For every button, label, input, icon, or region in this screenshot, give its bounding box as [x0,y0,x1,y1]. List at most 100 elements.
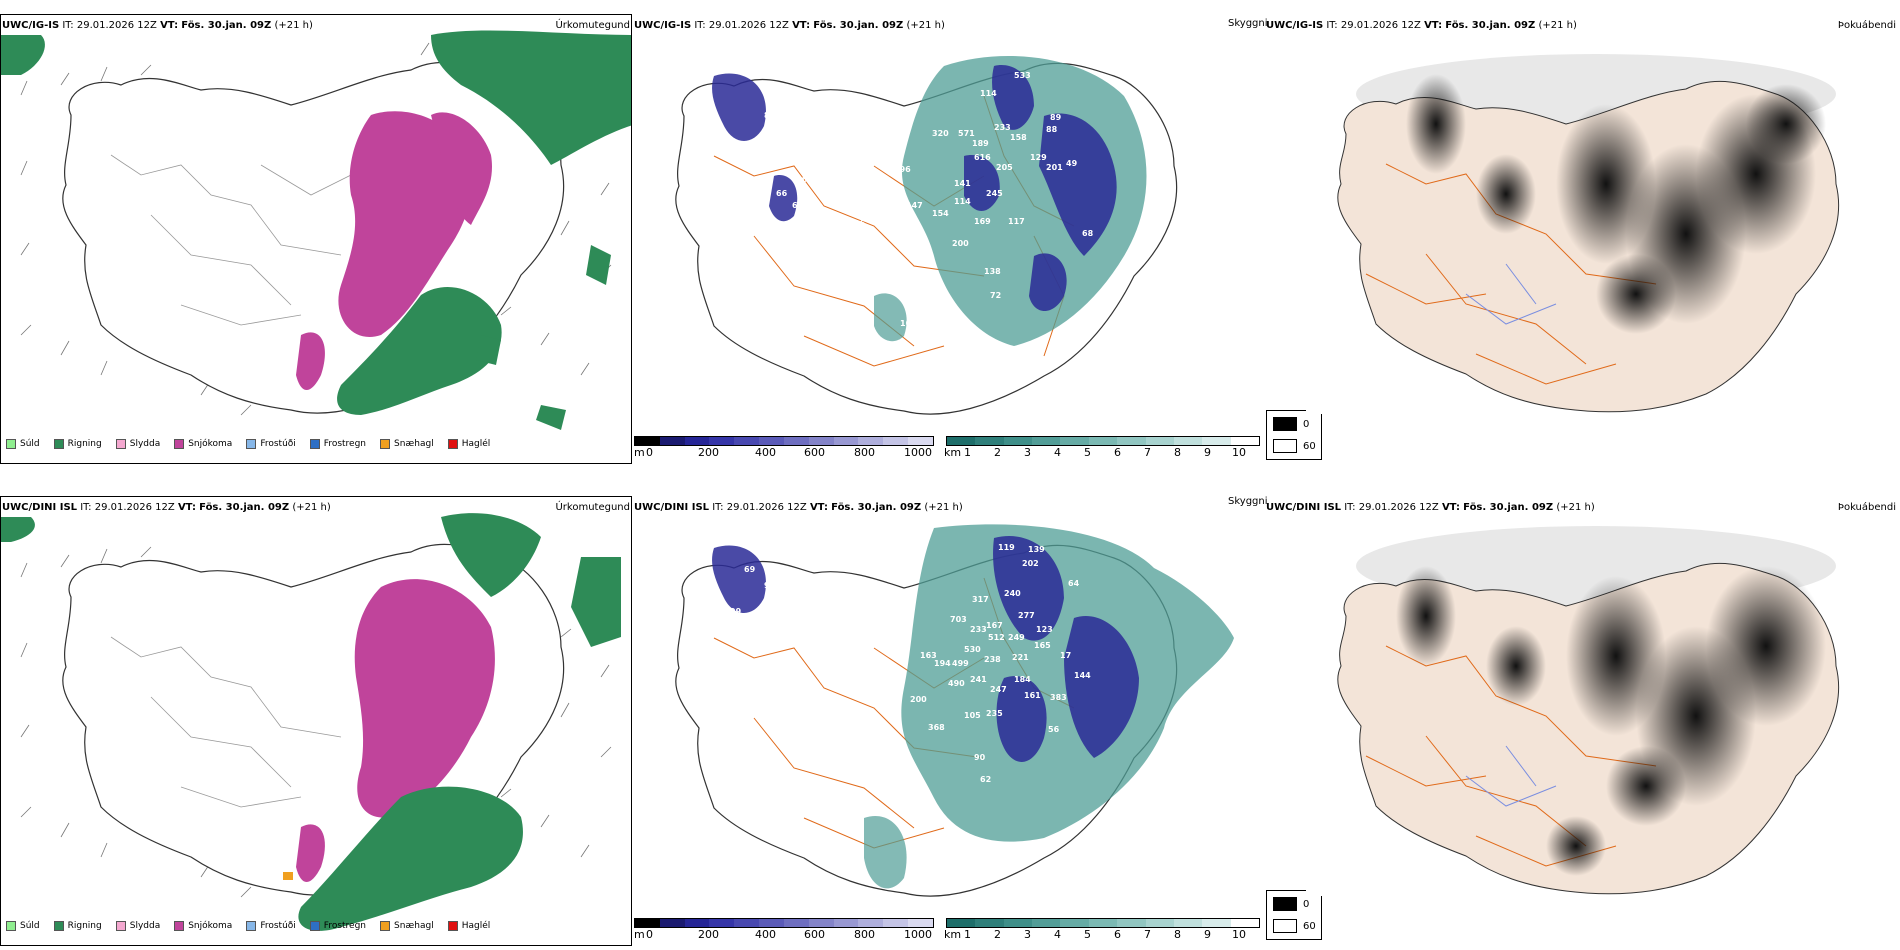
visibility-colorbar-top [946,436,1260,446]
fog-map-svg-bottom [1306,516,1886,896]
cloud-base-tick: 600 [804,446,825,459]
legend-item: Slydda [115,921,160,931]
visibility-tick: 1 [964,928,971,941]
cloud-value: 200 [952,239,969,248]
visibility-tick: 3 [1024,928,1031,941]
visibility-tick: 2 [994,928,1001,941]
cloud-base-tick: 400 [755,928,776,941]
cloud-base-tick: 200 [698,928,719,941]
fog-heading-bottom: Þokuábendi [1837,502,1896,513]
visibility-tick: 6 [1114,928,1121,941]
precip-type-heading-top: Úrkomutegund [555,20,630,31]
legend-item: Frostúði [246,921,296,931]
precip-map-svg-top [1,30,631,430]
cloud-base-tick: 0 [646,928,653,941]
legend-item: Snjókoma [174,439,232,449]
fog-map-bottom [1306,516,1886,896]
cloud-base-tick: 1000 [904,928,932,941]
cloud-value: 89 [1050,113,1062,122]
cloud-value: 69 [744,565,756,574]
precip-map-bottom [0,496,632,946]
cloud-value: 147 [906,201,923,210]
cloud-title-top: UWC/IG-IS IT: 29.01.2026 12Z VT: Fös. 30… [634,20,945,31]
visibility-tick: 3 [1024,446,1031,459]
cloud-base-unit-top: m [634,446,645,459]
precip-map-top [0,14,632,464]
cloud-value: 90 [974,753,986,762]
cloud-base-tick: 400 [755,446,776,459]
cloud-value: 62 [792,201,803,210]
cloud-value: 270 [938,845,955,854]
cloud-value: 144 [1074,671,1091,680]
cloud-value: 290 [934,873,951,882]
legend-item: Rigning [53,439,102,449]
cloud-value: 123 [1036,625,1053,634]
legend-item: Haglél [447,439,490,449]
cloud-value: 368 [928,723,945,732]
cloud-value: 88 [764,111,776,120]
fog-title-top: UWC/IG-IS IT: 29.01.2026 12Z VT: Fös. 30… [1266,20,1577,31]
visibility-tick: 7 [1144,928,1151,941]
cloud-value: 512 [988,633,1005,642]
cloud-map-svg-top: 533 114 89 88 320 571 233 158 616 129 29… [675,56,1178,415]
cloud-map-top: 533 114 89 88 320 571 233 158 616 129 29… [634,36,1234,426]
fog-map-top [1306,34,1886,414]
cloud-base-tick: 0 [646,446,653,459]
cloud-value: 129 [1030,153,1047,162]
legend-item: Slydda [115,439,160,449]
cloud-value: 201 [1046,163,1063,172]
cloud-value: 296 [894,165,911,174]
cloud-value: 240 [1004,589,1021,598]
cloud-value: 249 [1008,633,1025,642]
cloud-value: 114 [954,197,971,206]
cloud-value: 277 [1018,611,1035,620]
cloud-value: 68 [1082,229,1094,238]
cloud-value: 200 [910,695,927,704]
cloud-value: 499 [952,659,969,668]
cloud-base-tick: 600 [804,928,825,941]
cloud-value: 105 [964,711,981,720]
visibility-unit-top: km [944,446,962,459]
cloud-value: 245 [986,189,1003,198]
cloud-value: 328 [938,861,955,870]
cloud-value: 61 [780,135,792,144]
cloud-value: 119 [998,543,1015,552]
cloud-map-svg-bottom: 119 139 202 64 317 240 703 277 123 233 1… [675,524,1234,897]
cloud-value: 17 [1060,651,1071,660]
cloud-value: 114 [980,89,997,98]
visibility-tick: 6 [1114,446,1121,459]
precip-type-heading-bottom: Úrkomutegund [555,502,630,513]
visibility-tick: 5 [1084,446,1091,459]
legend-item: Haglél [447,921,490,931]
legend-item: Frostúði [246,439,296,449]
precip-panel-bottom: UWC/DINI ISL IT: 29.01.2026 12Z VT: Fös.… [0,496,632,946]
visibility-tick: 4 [1054,446,1061,459]
fog-panel-top: UWC/IG-IS IT: 29.01.2026 12Z VT: Fös. 30… [1266,14,1900,414]
cloud-base-colorbar-top [634,436,934,446]
cloud-value: 141 [954,179,971,188]
legend-item: Súld [6,439,40,449]
cloud-value: 530 [964,645,981,654]
cloud-base-tick: 200 [698,446,719,459]
cloud-value: 703 [950,615,967,624]
fog-legend-label: 0 [1303,419,1310,430]
precip-title-top: UWC/IG-IS IT: 29.01.2026 12Z VT: Fös. 30… [2,20,313,31]
visibility-tick: 7 [1144,446,1151,459]
cloud-value: 167 [986,621,1003,630]
fog-legend-label: 60 [1303,921,1316,932]
cloud-value: 101 [900,319,917,328]
cloud-value: 490 [948,679,965,688]
legend-item: Frostregn [309,439,366,449]
cloud-map-bottom: 119 139 202 64 317 240 703 277 123 233 1… [634,518,1264,908]
visibility-tick: 5 [1084,928,1091,941]
precip-map-svg-bottom [1,513,621,931]
fog-heading-top: Þokuábendi [1837,20,1896,31]
cloud-value: 571 [958,129,975,138]
visibility-tick: 8 [1174,446,1181,459]
cloud-value: 221 [1012,653,1029,662]
precip-legend-top: Súld Rigning Slydda Snjókoma Frostúði Fr… [6,439,504,449]
precip-title-bottom: UWC/DINI ISL IT: 29.01.2026 12Z VT: Fös.… [2,502,331,513]
cloud-value: 233 [994,123,1011,132]
visibility-tick: 10 [1232,928,1246,941]
cloud-value: 241 [970,675,987,684]
